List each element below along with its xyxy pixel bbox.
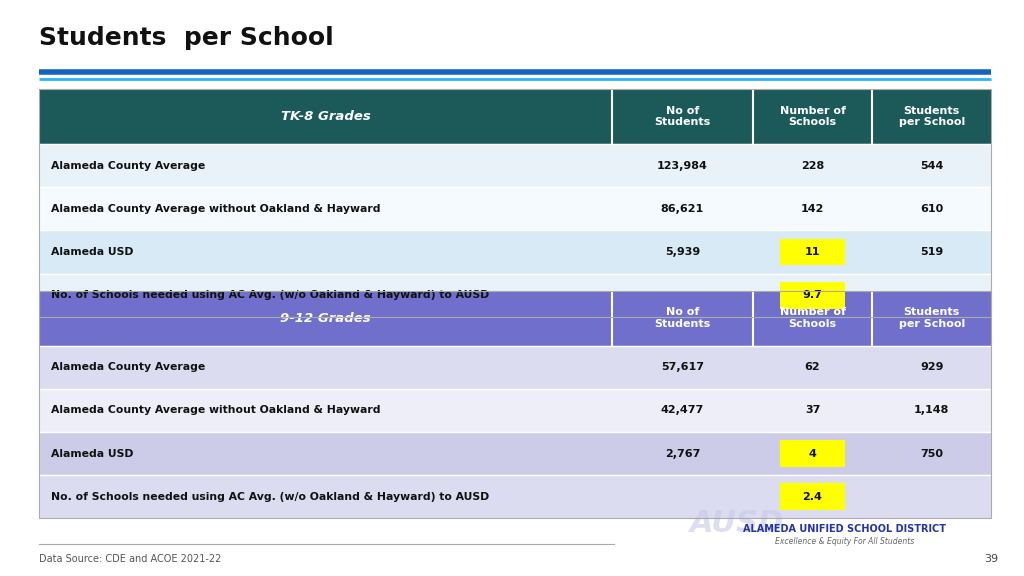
- Text: 5,939: 5,939: [665, 247, 700, 257]
- Text: Alameda County Average without Oakland & Hayward: Alameda County Average without Oakland &…: [51, 406, 381, 415]
- Text: 2,767: 2,767: [665, 449, 700, 458]
- Text: No of
Students: No of Students: [654, 106, 711, 127]
- Bar: [39, 89, 991, 144]
- Text: 519: 519: [921, 247, 943, 257]
- Text: 9-12 Grades: 9-12 Grades: [281, 312, 371, 325]
- Text: Alameda County Average: Alameda County Average: [51, 362, 206, 372]
- Text: Students
per School: Students per School: [899, 308, 965, 329]
- Bar: [39, 389, 991, 432]
- Text: 62: 62: [805, 362, 820, 372]
- Text: 39: 39: [984, 554, 998, 564]
- Text: 37: 37: [805, 406, 820, 415]
- Bar: [39, 475, 991, 518]
- Text: 9.7: 9.7: [803, 290, 822, 300]
- Text: Number of
Schools: Number of Schools: [779, 106, 846, 127]
- Text: 1,148: 1,148: [914, 406, 949, 415]
- Text: ALAMEDA UNIFIED SCHOOL DISTRICT: ALAMEDA UNIFIED SCHOOL DISTRICT: [743, 524, 946, 534]
- Text: 929: 929: [921, 362, 943, 372]
- Text: 228: 228: [801, 161, 824, 170]
- Text: 750: 750: [921, 449, 943, 458]
- Text: No of
Students: No of Students: [654, 308, 711, 329]
- Bar: [779, 282, 846, 309]
- Text: 42,477: 42,477: [660, 406, 705, 415]
- Text: 86,621: 86,621: [660, 204, 705, 214]
- Bar: [779, 238, 846, 266]
- Bar: [779, 483, 846, 510]
- Text: 2.4: 2.4: [803, 492, 822, 502]
- Text: Number of
Schools: Number of Schools: [779, 308, 846, 329]
- Text: Students  per School: Students per School: [39, 26, 334, 50]
- Bar: [39, 187, 991, 230]
- Text: 610: 610: [921, 204, 943, 214]
- Bar: [39, 144, 991, 187]
- Bar: [779, 440, 846, 467]
- Text: Data Source: CDE and ACOE 2021-22: Data Source: CDE and ACOE 2021-22: [39, 554, 221, 564]
- Text: Alameda USD: Alameda USD: [51, 449, 134, 458]
- Text: 4: 4: [809, 449, 816, 458]
- Text: 544: 544: [921, 161, 943, 170]
- Bar: [39, 291, 991, 518]
- Text: No. of Schools needed using AC Avg. (w/o Oakland & Hayward) to AUSD: No. of Schools needed using AC Avg. (w/o…: [51, 290, 489, 300]
- Text: 11: 11: [805, 247, 820, 257]
- Text: TK-8 Grades: TK-8 Grades: [281, 110, 371, 123]
- Text: Excellence & Equity For All Students: Excellence & Equity For All Students: [775, 537, 914, 546]
- Bar: [39, 274, 991, 317]
- Text: AUSD: AUSD: [690, 509, 784, 537]
- Text: Alameda USD: Alameda USD: [51, 247, 134, 257]
- Bar: [39, 230, 991, 274]
- Text: Alameda County Average: Alameda County Average: [51, 161, 206, 170]
- Bar: [39, 346, 991, 389]
- Text: No. of Schools needed using AC Avg. (w/o Oakland & Hayward) to AUSD: No. of Schools needed using AC Avg. (w/o…: [51, 492, 489, 502]
- Bar: [39, 432, 991, 475]
- Text: 57,617: 57,617: [662, 362, 703, 372]
- Bar: [39, 89, 991, 317]
- Text: 123,984: 123,984: [657, 161, 708, 170]
- Bar: [39, 291, 991, 346]
- Text: 142: 142: [801, 204, 824, 214]
- Text: Alameda County Average without Oakland & Hayward: Alameda County Average without Oakland &…: [51, 204, 381, 214]
- Text: Students
per School: Students per School: [899, 106, 965, 127]
